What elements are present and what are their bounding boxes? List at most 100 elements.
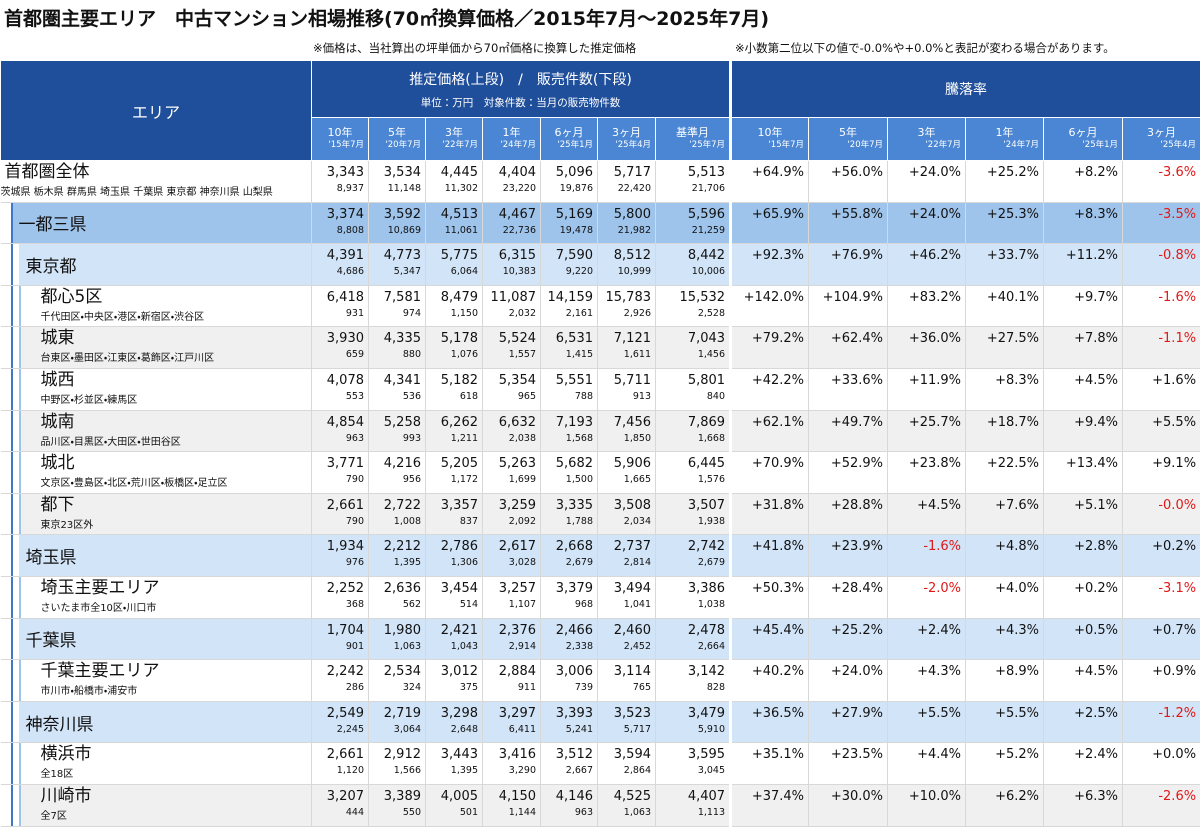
rate: +6.2% — [965, 784, 1045, 827]
price: 5,169 — [555, 206, 593, 222]
count: 2,338 — [565, 640, 593, 652]
price-cell: 8,512 10,999 — [597, 243, 656, 286]
price: 1,704 — [326, 622, 364, 638]
price: 3,494 — [613, 580, 651, 596]
price-cell: 1,704 901 — [311, 618, 369, 661]
price: 2,661 — [326, 497, 364, 513]
price: 3,335 — [555, 497, 593, 513]
price-cell: 3,012 375 — [425, 659, 483, 702]
column-date: '25年4月 — [1160, 140, 1197, 150]
price-cell: 3,379 968 — [540, 576, 598, 619]
count: 21,706 — [691, 183, 726, 194]
rate: +4.4% — [887, 742, 967, 785]
price: 5,906 — [613, 456, 651, 472]
price: 5,775 — [440, 248, 478, 264]
price: 3,207 — [326, 788, 364, 804]
price-cell: 11,087 2,032 — [482, 285, 541, 328]
count: 1,211 — [450, 432, 478, 444]
price-cell: 5,775 6,064 — [425, 243, 483, 286]
area-cell: 城東 台東区・墨田区・江東区・葛飾区・江戸川区 — [0, 326, 312, 369]
rate: +42.2% — [729, 368, 810, 411]
rate: +36.0% — [887, 326, 967, 369]
price: 4,445 — [440, 165, 478, 180]
price-cell: 2,661 1,120 — [311, 742, 369, 785]
price: 2,617 — [498, 539, 536, 555]
area-cell: 埼玉県 — [0, 534, 312, 577]
rate: +23.9% — [808, 534, 889, 577]
price-cell: 5,596 21,259 — [655, 202, 732, 245]
rate: +8.3% — [965, 368, 1045, 411]
price-cell: 3,443 1,395 — [425, 742, 483, 785]
count: 2,648 — [450, 723, 478, 735]
rate: +28.8% — [808, 493, 889, 536]
rate: +25.2% — [965, 160, 1045, 203]
price-cell: 6,632 2,038 — [482, 410, 541, 453]
column-date: '22年7月 — [442, 140, 478, 150]
price-cell: 3,523 5,717 — [597, 701, 656, 744]
price-cell: 2,478 2,664 — [655, 618, 732, 661]
column-span: 1年 — [995, 126, 1014, 139]
table-row: 埼玉主要エリア さいたま市全10区・川口市 2,252 368 2,636 562 3,45… — [0, 576, 1200, 619]
price-cell: 5,354 965 — [482, 368, 541, 411]
rate: -0.0% — [1122, 493, 1200, 536]
price-cell: 5,801 840 — [655, 368, 732, 411]
price-cell: 5,263 1,699 — [482, 451, 541, 494]
table-row: 首都圏全体 茨城県 栃木県 群馬県 埼玉県 千葉県 東京都 神奈川県 山梨県 3,3… — [0, 160, 1200, 203]
rate: +62.4% — [808, 326, 889, 369]
count: 1,699 — [508, 474, 536, 486]
title: 首都圏主要エリア 中古マンション相場推移(70㎡換算価格／2015年7月～202… — [4, 8, 770, 30]
rate: -1.1% — [1122, 326, 1200, 369]
count: 3,028 — [508, 557, 536, 569]
price-cell: 3,416 3,290 — [482, 742, 541, 785]
count: 2,161 — [565, 307, 593, 319]
count: 22,736 — [502, 224, 536, 236]
count: 1,500 — [565, 474, 593, 486]
price-column-header: 5年 '20年7月 — [368, 117, 426, 161]
price-cell: 7,869 1,668 — [655, 410, 732, 453]
rate-column-header: 6ヶ月 '25年1月 — [1043, 117, 1124, 161]
price: 5,178 — [440, 331, 478, 347]
table-row: 城南 品川区・目黒区・大田区・世田谷区 4,854 963 5,258 993 6,262 1… — [0, 410, 1200, 453]
note: ※価格は、当社算出の坪単価から70㎡価格に換算した推定価格 — [313, 41, 637, 55]
count: 2,528 — [697, 307, 726, 319]
price: 6,315 — [498, 248, 536, 264]
price-column-header: 1年 '24年7月 — [482, 117, 541, 161]
count: 562 — [402, 598, 421, 610]
rate: +40.1% — [965, 285, 1045, 328]
table-row: 都心5区 千代田区・中央区・港区・新宿区・渋谷区 6,418 931 7,581 974 8… — [0, 285, 1200, 328]
rate: -1.2% — [1122, 701, 1200, 744]
area-members: 台東区・墨田区・江東区・葛飾区・江戸川区 — [40, 353, 215, 365]
price-cell: 3,343 8,937 — [311, 160, 369, 203]
price: 6,531 — [555, 331, 593, 347]
rate: -1.6% — [1122, 285, 1200, 328]
area-cell: 城北 文京区・豊島区・北区・荒川区・板橋区・足立区 — [0, 451, 312, 494]
count: 974 — [402, 307, 421, 319]
price-column-header: 3ヶ月 '25年4月 — [597, 117, 656, 161]
count: 2,667 — [565, 765, 593, 777]
price-cell: 4,445 11,302 — [425, 160, 483, 203]
price: 3,595 — [687, 747, 726, 763]
price: 7,581 — [383, 289, 421, 305]
price: 3,389 — [383, 788, 421, 804]
price-cell: 3,534 11,148 — [368, 160, 426, 203]
area-name: 城南 — [40, 411, 75, 432]
rate: +2.4% — [887, 618, 967, 661]
price-cell: 3,771 790 — [311, 451, 369, 494]
price-cell: 1,980 1,063 — [368, 618, 426, 661]
count: 976 — [345, 557, 364, 569]
rate: -3.6% — [1122, 160, 1200, 203]
count: 1,938 — [697, 515, 726, 527]
count: 2,864 — [623, 765, 651, 777]
count: 8,937 — [336, 183, 364, 194]
rate-column-header: 10年 '15年7月 — [729, 117, 810, 161]
price: 6,418 — [326, 289, 364, 305]
count: 1,665 — [623, 474, 651, 486]
rate: -1.6% — [887, 534, 967, 577]
price-column-header: 10年 '15年7月 — [311, 117, 369, 161]
price: 3,374 — [326, 206, 364, 222]
column-span: 6ヶ月 — [1068, 126, 1098, 139]
count: 911 — [517, 682, 536, 694]
table-row: 千葉主要エリア 市川市・船橋市・浦安市 2,242 286 2,534 324 3,012 3… — [0, 659, 1200, 702]
price: 2,242 — [326, 664, 364, 680]
count: 880 — [402, 349, 421, 361]
